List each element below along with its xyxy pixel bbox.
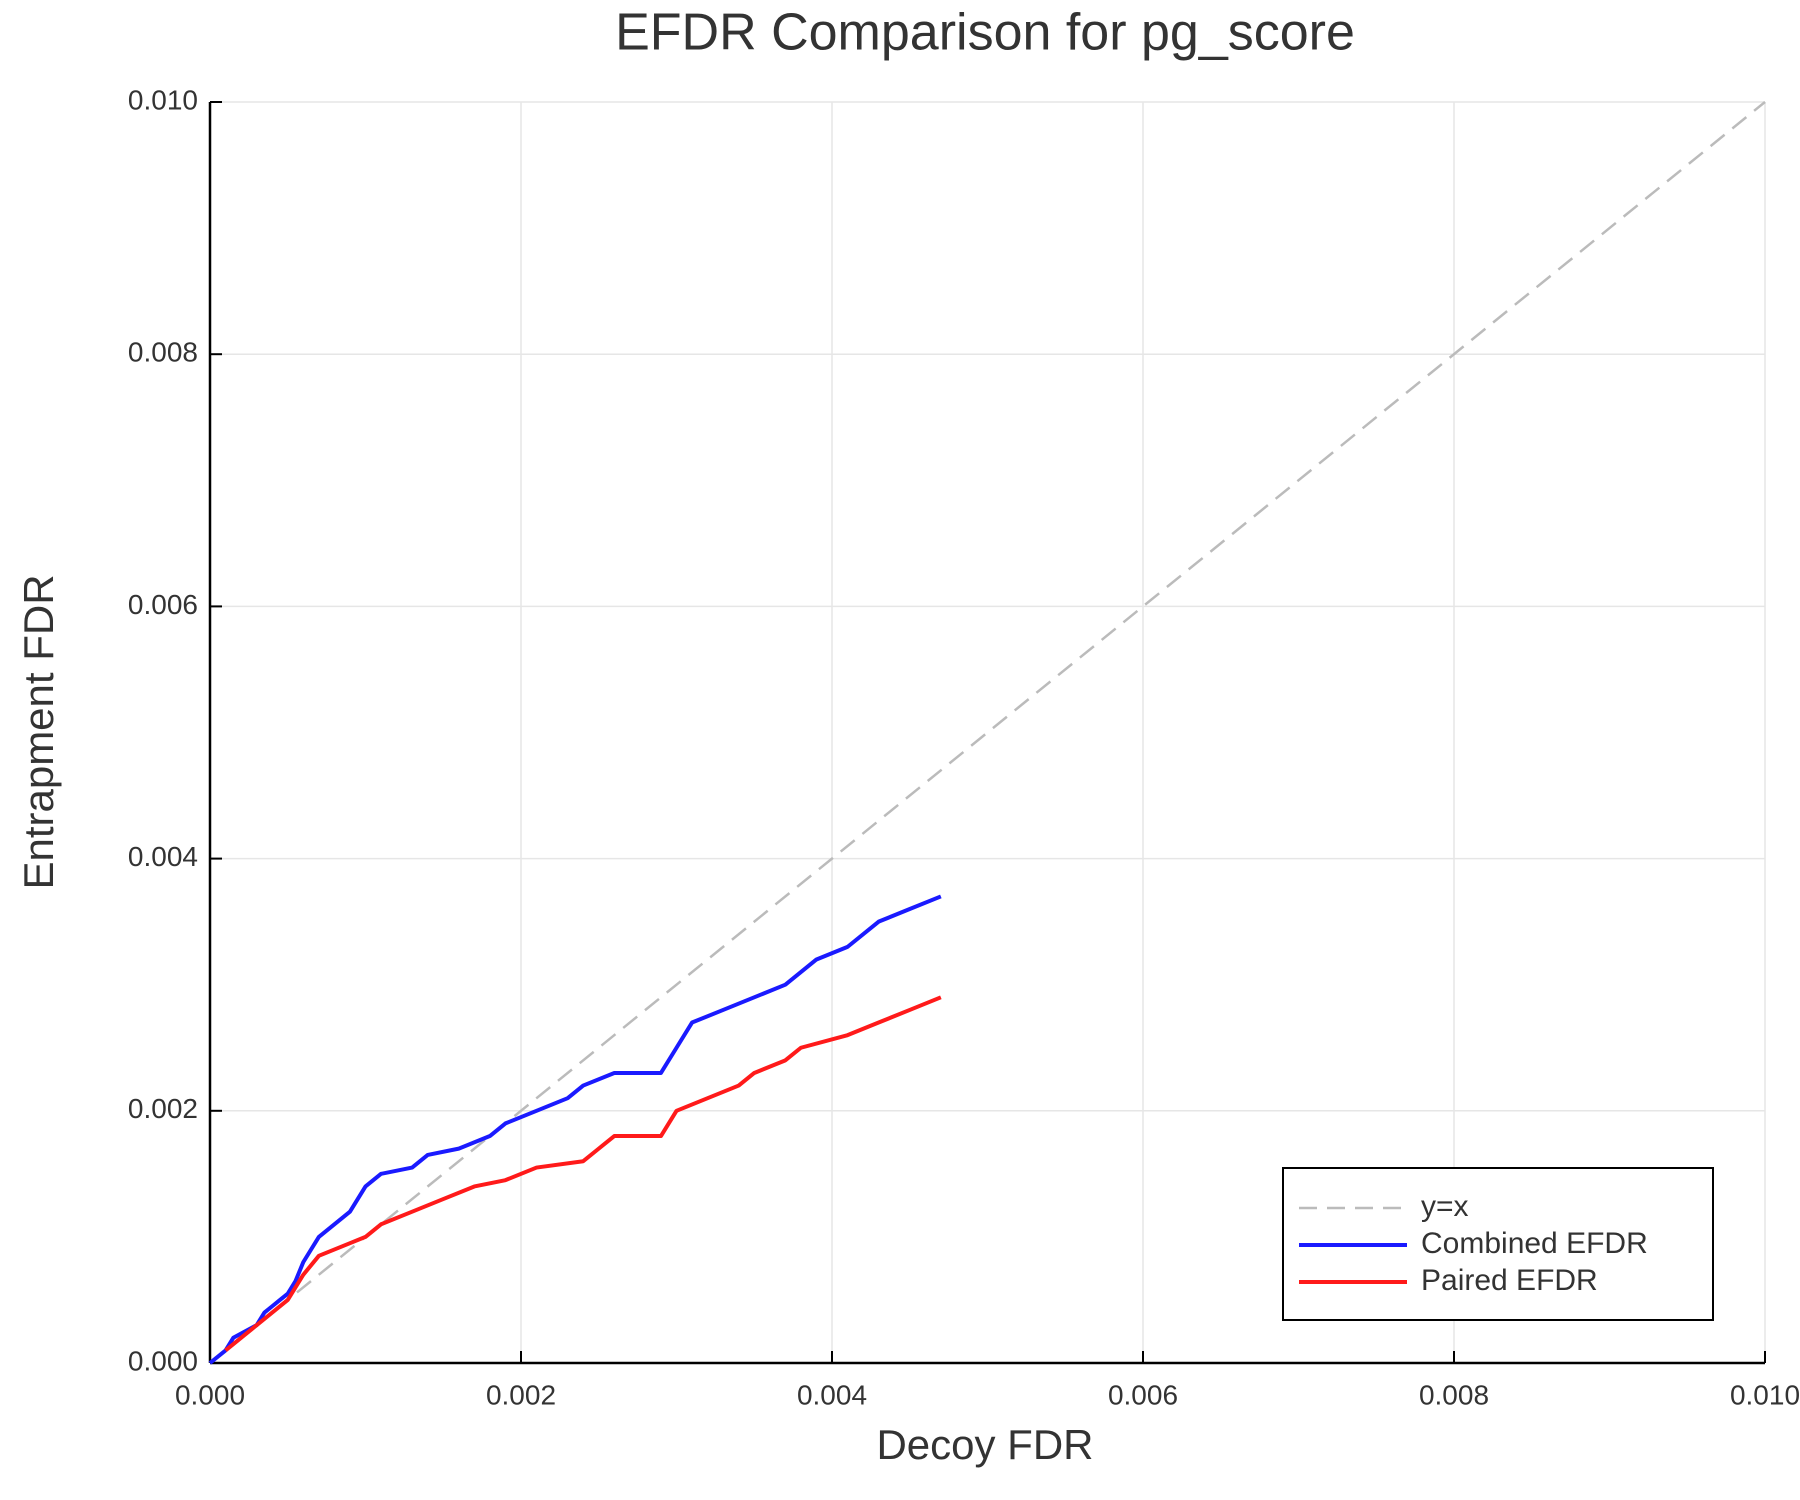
x-tick-label: 0.002	[486, 1379, 556, 1410]
y-axis-label: Entrapment FDR	[15, 574, 62, 889]
y-tick-label: 0.008	[128, 337, 198, 368]
series-line	[209, 101, 1766, 1364]
y-tick-label: 0.000	[128, 1345, 198, 1376]
x-tick-label: 0.000	[175, 1379, 245, 1410]
x-tick-label: 0.004	[797, 1379, 867, 1410]
y-tick-label: 0.006	[128, 589, 198, 620]
y-tick-label: 0.010	[128, 84, 198, 115]
series-line	[208, 894, 942, 1365]
series-line	[224, 995, 942, 1352]
x-tick-label: 0.008	[1419, 1379, 1489, 1410]
x-tick-label: 0.006	[1108, 1379, 1178, 1410]
legend-label: y=x	[1421, 1190, 1469, 1223]
y-tick-label: 0.004	[128, 841, 198, 872]
chart-title: EFDR Comparison for pg_score	[615, 4, 1355, 62]
legend-label: Paired EFDR	[1421, 1264, 1598, 1297]
y-tick-label: 0.002	[128, 1093, 198, 1124]
x-axis-label: Decoy FDR	[876, 1421, 1093, 1468]
legend-label: Combined EFDR	[1421, 1227, 1648, 1260]
x-tick-label: 0.010	[1730, 1379, 1800, 1410]
